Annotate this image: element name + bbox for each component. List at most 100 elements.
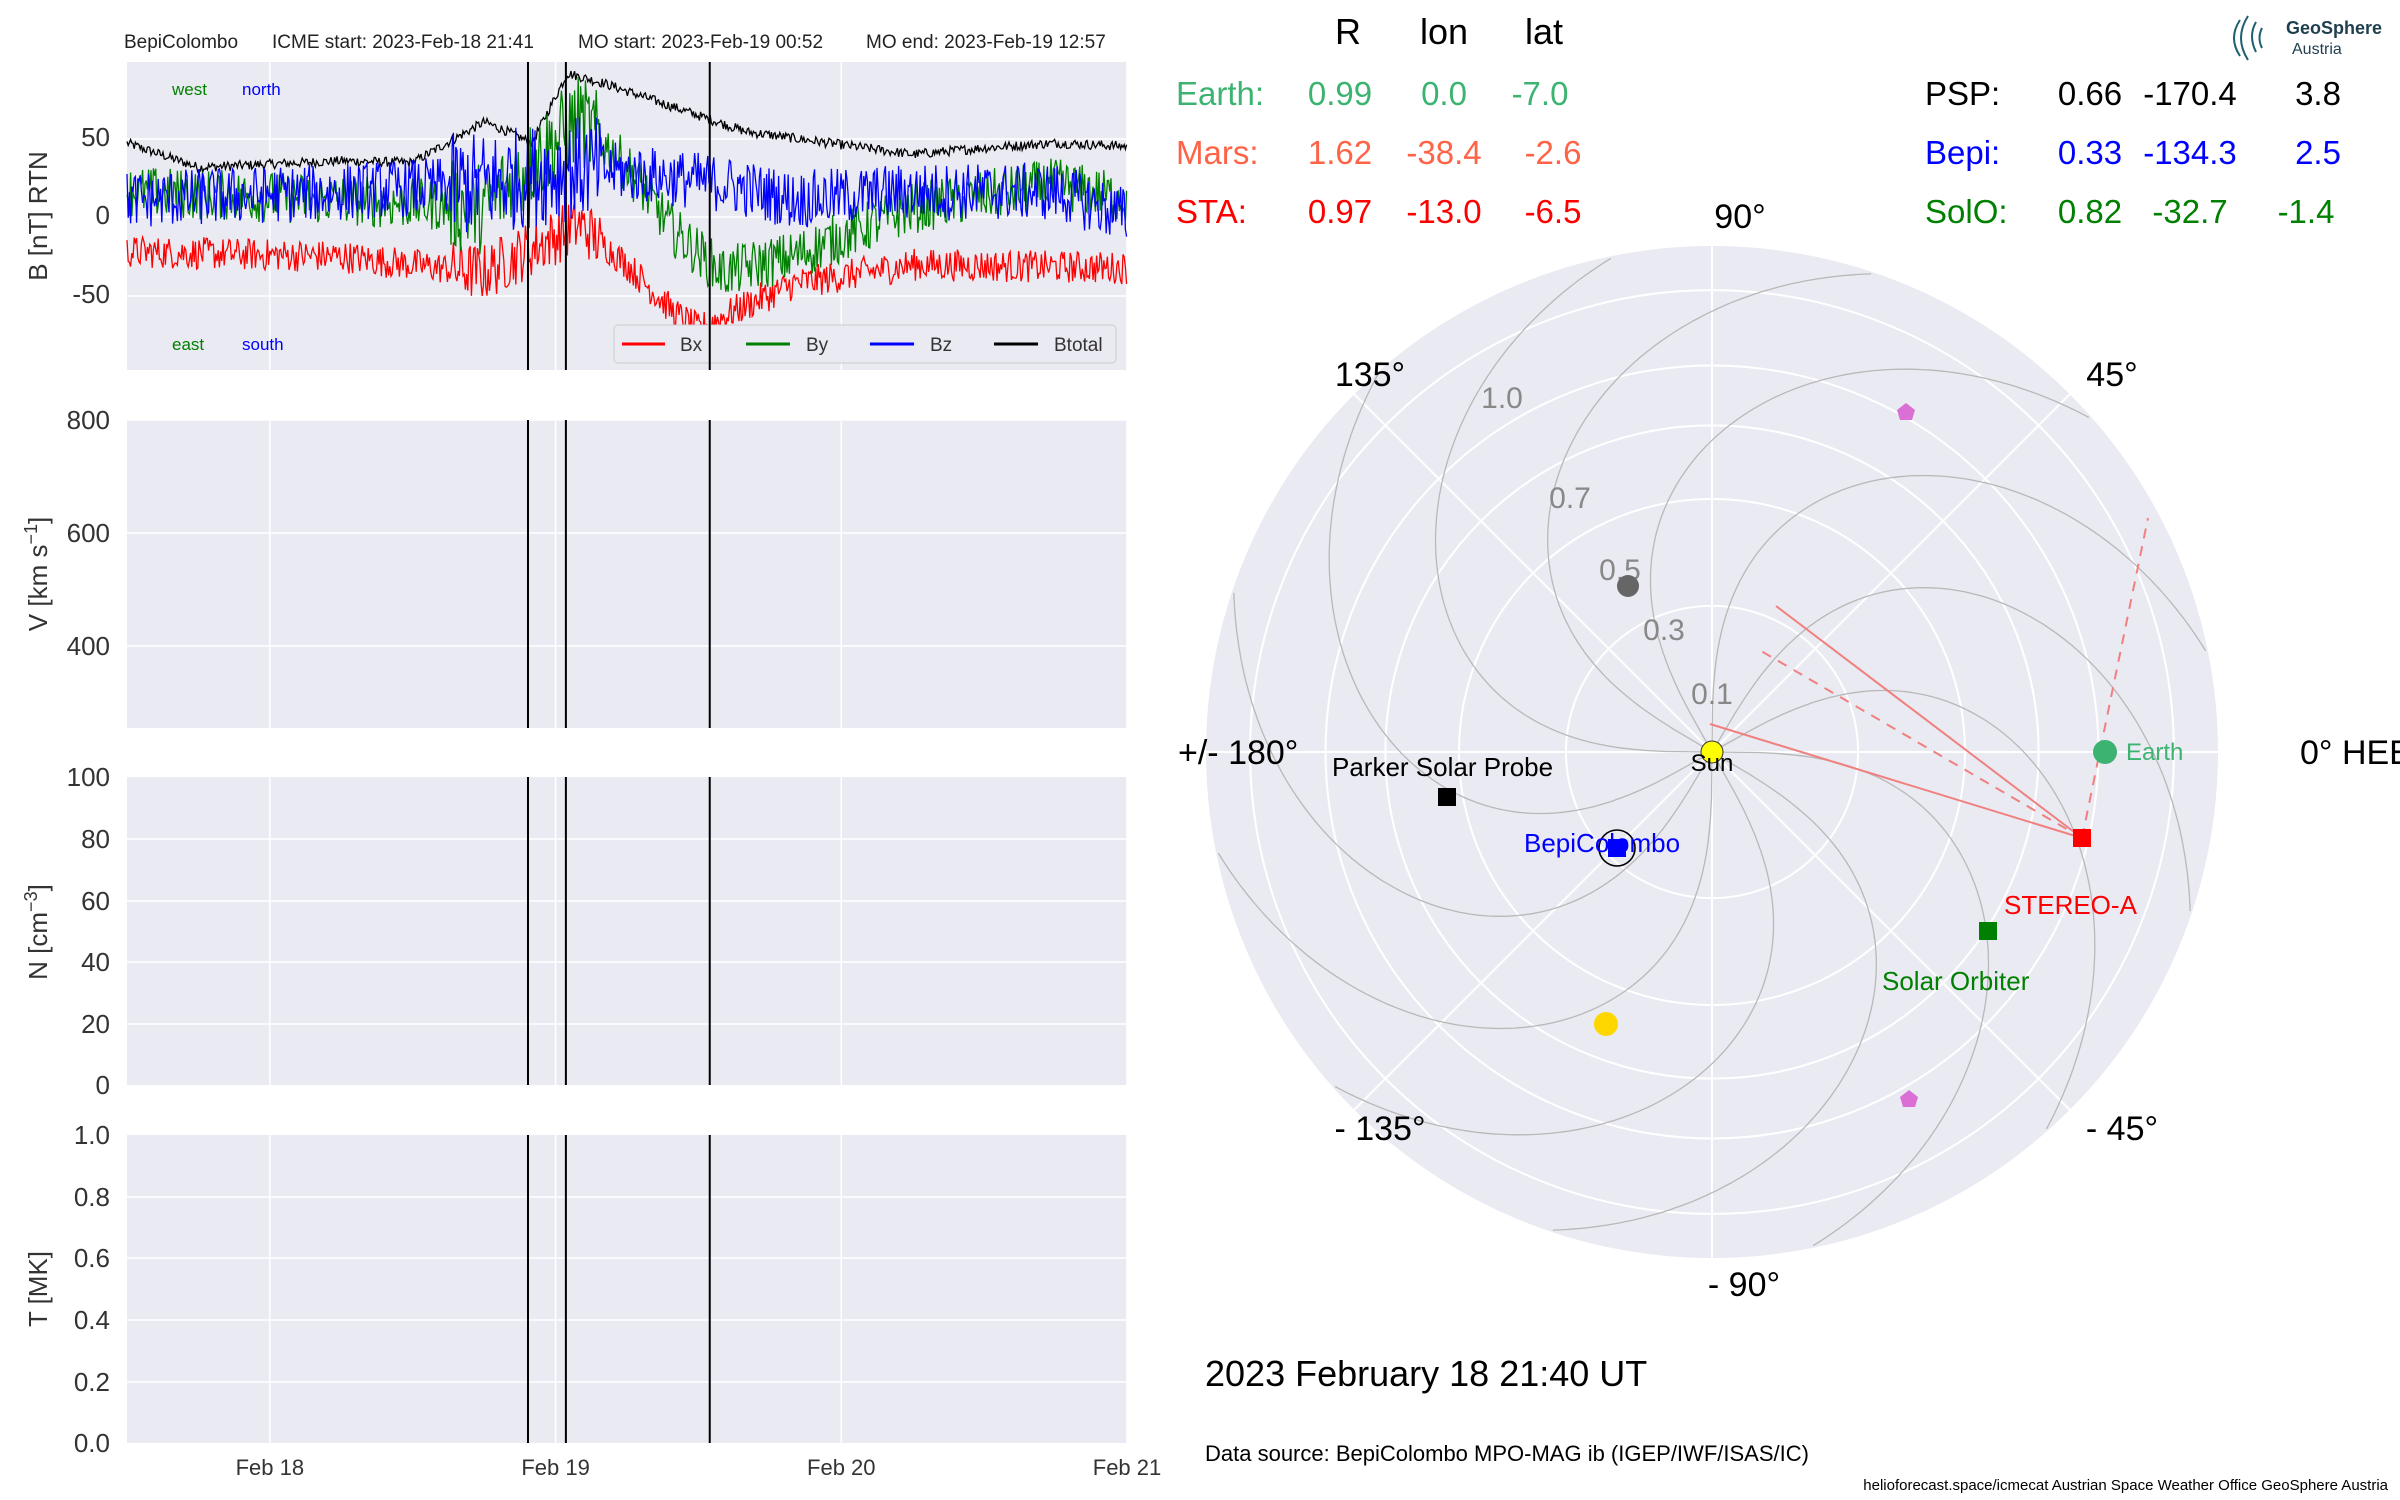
data-source: Data source: BepiColombo MPO-MAG ib (IGE… bbox=[1205, 1441, 1809, 1466]
earth-label: Earth bbox=[2126, 739, 2183, 766]
parker-spirals bbox=[1217, 257, 2207, 1247]
row-name: Earth: bbox=[1176, 75, 1264, 112]
bepi-marker bbox=[1608, 839, 1626, 857]
row-lat: 3.8 bbox=[2295, 75, 2341, 112]
ylabel-end: ] bbox=[23, 517, 53, 524]
mo-end-label: MO end: 2023-Feb-19 12:57 bbox=[866, 32, 1106, 53]
series-line-bx bbox=[126, 200, 1128, 339]
ylabel-superscript: −1 bbox=[21, 524, 41, 545]
ytick-label: 1.0 bbox=[74, 1120, 110, 1150]
south-annotation: south bbox=[242, 335, 284, 354]
ylabel-end: ] bbox=[23, 884, 53, 891]
row-lat: -2.6 bbox=[1525, 134, 1582, 171]
ytick-label: 400 bbox=[67, 631, 110, 661]
row-r: 0.82 bbox=[2058, 193, 2122, 230]
row-lon: -38.4 bbox=[1406, 134, 1481, 171]
logo-line2: Austria bbox=[2292, 41, 2342, 58]
row-lat: -7.0 bbox=[1512, 75, 1569, 112]
geosphere-logo-icon bbox=[2233, 15, 2263, 61]
legend-label-btotal: Btotal bbox=[1054, 335, 1103, 356]
time-axis-labels: Feb 18 Feb 19 Feb 20 Feb 21 bbox=[236, 1455, 1162, 1480]
spacecraft-title: BepiColombo bbox=[124, 32, 238, 53]
venus-marker bbox=[1594, 1012, 1618, 1036]
angular-gridline bbox=[1711, 751, 2071, 1111]
polar-radial-labels: 0.10.30.50.71.0 bbox=[1481, 382, 1733, 711]
pentagon-marker bbox=[1897, 403, 1915, 420]
angle-label-m135: - 135° bbox=[1334, 1110, 1425, 1148]
ylabel-text: N [cm bbox=[23, 912, 53, 980]
panel-v-ylabel: V [km s−1] bbox=[21, 517, 53, 631]
earth-marker bbox=[2093, 740, 2117, 764]
parker-spiral-line bbox=[1552, 751, 1877, 1231]
icme-start-label: ICME start: 2023-Feb-18 21:41 bbox=[272, 32, 534, 53]
row-solo: SolO: 0.82 -32.7 -1.4 bbox=[1925, 193, 2334, 230]
row-lat: 2.5 bbox=[2295, 134, 2341, 171]
row-name: Mars: bbox=[1176, 134, 1259, 171]
east-annotation: east bbox=[172, 335, 204, 354]
parker-spiral-line bbox=[1711, 474, 2207, 753]
row-name: Bepi: bbox=[1925, 134, 2000, 171]
ytick-label: 600 bbox=[67, 518, 110, 548]
angular-gridline bbox=[1353, 393, 1713, 753]
series-line-btotal bbox=[126, 70, 1128, 175]
row-r: 0.66 bbox=[2058, 75, 2122, 112]
ytick-label: 40 bbox=[81, 947, 110, 977]
sta-marker bbox=[2073, 829, 2091, 847]
density-panel: 100 80 60 40 20 0 N [cm−3] bbox=[21, 762, 1128, 1100]
panel-t-xgrid bbox=[269, 1135, 1128, 1443]
row-name: STA: bbox=[1176, 193, 1247, 230]
row-psp: PSP: 0.66 -170.4 3.8 bbox=[1925, 75, 2341, 112]
bepi-ring bbox=[1598, 829, 1636, 867]
parker-spiral-line bbox=[1334, 751, 1775, 1136]
ytick-label: 0.0 bbox=[74, 1428, 110, 1458]
mo-start-label: MO start: 2023-Feb-19 00:52 bbox=[578, 32, 823, 53]
panel-b-legend: Bx By Bz Btotal bbox=[613, 324, 1117, 364]
event-lines-group bbox=[526, 62, 711, 1443]
ytick-label: 80 bbox=[81, 824, 110, 854]
angle-label-135: 135° bbox=[1335, 356, 1405, 394]
fov-line bbox=[1775, 605, 2083, 839]
parker-spiral-line bbox=[1547, 273, 1872, 753]
legend-label-bz: Bz bbox=[930, 335, 952, 356]
row-lat: -6.5 bbox=[1525, 193, 1582, 230]
ytick-label: 0 bbox=[96, 200, 110, 230]
row-r: 1.62 bbox=[1308, 134, 1372, 171]
time-label: 2023 February 18 21:40 UT bbox=[1205, 1353, 1647, 1394]
sun-marker bbox=[1700, 740, 1724, 764]
parker-spiral-line bbox=[1711, 689, 2096, 1130]
bepi-label: BepiColombo bbox=[1524, 828, 1680, 858]
radial-label: 0.3 bbox=[1643, 614, 1685, 647]
row-name: SolO: bbox=[1925, 193, 2008, 230]
angular-gridline bbox=[1711, 393, 2071, 753]
row-lon: -134.3 bbox=[2143, 134, 2237, 171]
fov-line-dashed bbox=[2081, 517, 2149, 839]
fov-line bbox=[1709, 723, 2083, 839]
panel-b-xgrid bbox=[269, 62, 1128, 370]
radial-label: 1.0 bbox=[1481, 382, 1523, 415]
row-lon: 0.0 bbox=[1421, 75, 1467, 112]
magnetic-field-panel: 50 0 -50 B [nT] RTN west north east sout… bbox=[23, 62, 1128, 370]
pentagon-marker bbox=[1900, 1090, 1918, 1107]
row-r: 0.99 bbox=[1308, 75, 1372, 112]
row-r: 0.33 bbox=[2058, 134, 2122, 171]
footer-credits: helioforecast.space/icmecat Austrian Spa… bbox=[1863, 1477, 2388, 1494]
angle-label-180: +/- 180° bbox=[1178, 734, 1298, 772]
ytick-label: 0.4 bbox=[74, 1305, 110, 1335]
angle-label-m90: - 90° bbox=[1708, 1266, 1780, 1304]
parker-spiral-line bbox=[1217, 751, 1713, 1030]
ylabel-superscript: −3 bbox=[21, 891, 41, 912]
ytick-label: 100 bbox=[67, 762, 110, 792]
legend-label-bx: Bx bbox=[680, 335, 703, 356]
ylabel-text: V [km s bbox=[23, 545, 53, 632]
fov-line-dashed bbox=[1755, 647, 2083, 839]
angle-label-45: 45° bbox=[2086, 356, 2137, 394]
angle-label-0: 0° HEEQ bbox=[2300, 734, 2400, 772]
position-table: R lon lat Earth: 0.99 0.0 -7.0 Mars: 1.6… bbox=[1176, 11, 2341, 230]
ytick-label: -50 bbox=[72, 279, 110, 309]
west-annotation: west bbox=[171, 80, 207, 99]
row-name: PSP: bbox=[1925, 75, 2000, 112]
stereo-a-fov-lines bbox=[1709, 517, 2149, 839]
legend-frame bbox=[613, 324, 1117, 364]
sun-label: Sun bbox=[1691, 750, 1734, 777]
